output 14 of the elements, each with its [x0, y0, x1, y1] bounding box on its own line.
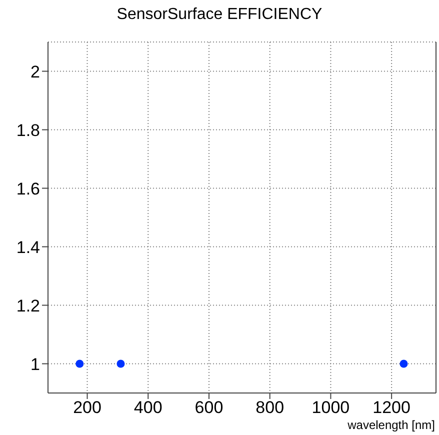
chart-title: SensorSurface EFFICIENCY	[116, 6, 324, 24]
x-tick-label: 1200	[372, 398, 410, 418]
y-tick-label: 2	[30, 62, 40, 82]
x-tick-label: 200	[73, 398, 102, 418]
x-tick-label: 400	[134, 398, 162, 418]
y-tick-label: 1.8	[16, 120, 40, 140]
y-tick-label: 1.6	[16, 179, 40, 198]
x-tick-label: 600	[194, 398, 224, 418]
y-tick-label: 1.4	[16, 238, 40, 257]
x-tick-label: 800	[256, 398, 284, 418]
y-tick-label: 1.2	[16, 296, 40, 316]
x-axis-title: wavelength [nm]	[348, 418, 435, 432]
x-tick-label: 1000	[312, 398, 350, 418]
y-tick-label: 1	[30, 354, 40, 374]
